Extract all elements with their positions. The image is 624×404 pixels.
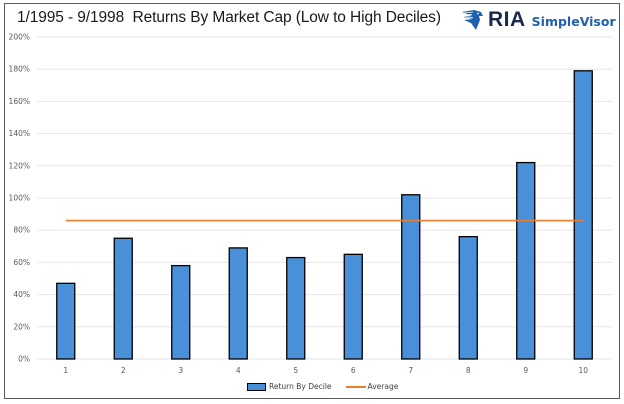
x-tick-label: 2 bbox=[121, 366, 126, 375]
eagle-icon bbox=[462, 10, 483, 30]
x-tick-label: 6 bbox=[351, 366, 356, 375]
bar-decile-2 bbox=[113, 237, 133, 360]
chart-title: 1/1995 - 9/1998 Returns By Market Cap (L… bbox=[17, 9, 441, 26]
x-tick-label: 7 bbox=[408, 366, 413, 375]
bar-decile-7 bbox=[401, 194, 421, 360]
ria-simplevisor-logo: RIA SimpleVisor bbox=[460, 8, 616, 32]
y-tick-label: 0% bbox=[18, 355, 30, 364]
bar-decile-8 bbox=[458, 235, 478, 360]
y-tick-label: 60% bbox=[13, 258, 30, 267]
bar-decile-9 bbox=[516, 161, 536, 360]
x-tick-label: 10 bbox=[578, 366, 588, 375]
y-tick-label: 160% bbox=[9, 97, 30, 106]
x-tick-label: 4 bbox=[236, 366, 241, 375]
y-tick-label: 100% bbox=[9, 194, 30, 203]
y-tick-label: 40% bbox=[13, 290, 30, 299]
x-tick-label: 3 bbox=[178, 366, 183, 375]
legend-bar-swatch bbox=[247, 382, 266, 391]
x-tick-label: 8 bbox=[466, 366, 471, 375]
y-tick-label: 140% bbox=[9, 129, 30, 138]
bar-decile-4 bbox=[228, 247, 248, 360]
y-tick-label: 20% bbox=[13, 322, 30, 331]
y-tick-label: 200% bbox=[9, 33, 30, 42]
bar-decile-1 bbox=[56, 282, 76, 360]
bar-decile-5 bbox=[286, 256, 306, 360]
legend-line-label: Average bbox=[367, 382, 399, 391]
legend-bar-label: Return By Decile bbox=[269, 382, 332, 391]
logo-ria-text: RIA bbox=[488, 8, 526, 31]
legend-line-swatch bbox=[345, 385, 366, 388]
x-tick-label: 1 bbox=[63, 366, 68, 375]
chart-legend: Return By Decile Average bbox=[247, 382, 398, 391]
y-tick-label: 120% bbox=[9, 161, 30, 170]
x-tick-label: 9 bbox=[523, 366, 528, 375]
x-tick-label: 5 bbox=[293, 366, 298, 375]
bar-decile-10 bbox=[573, 70, 593, 360]
bar-decile-3 bbox=[171, 264, 191, 360]
y-tick-label: 80% bbox=[13, 226, 30, 235]
logo-simplevisor-text: SimpleVisor bbox=[531, 14, 616, 29]
y-tick-label: 180% bbox=[9, 65, 30, 74]
bar-decile-6 bbox=[343, 253, 363, 360]
